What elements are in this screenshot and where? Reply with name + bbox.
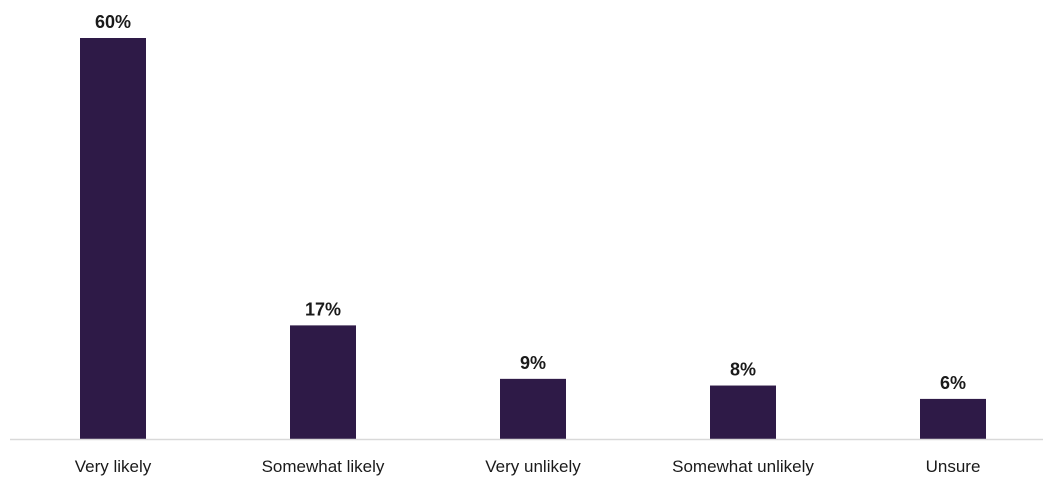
bars-layer	[80, 38, 986, 439]
category-label-2: Very unlikely	[485, 457, 581, 476]
bar-3	[710, 385, 776, 439]
category-label-3: Somewhat unlikely	[672, 457, 814, 476]
category-label-1: Somewhat likely	[262, 457, 385, 476]
category-labels-layer: Very likely Somewhat likely Very unlikely S…	[75, 457, 981, 476]
bar-2	[500, 378, 566, 439]
data-label-1: 17%	[305, 299, 341, 319]
data-label-4: 6%	[940, 373, 966, 393]
labels-layer: 60% 17% 9% 8% 6%	[95, 12, 966, 393]
category-label-4: Unsure	[926, 457, 981, 476]
data-label-3: 8%	[730, 360, 756, 380]
category-label-0: Very likely	[75, 457, 152, 476]
bar-4	[920, 398, 986, 439]
data-label-2: 9%	[520, 353, 546, 373]
bar-1	[290, 325, 356, 439]
data-label-0: 60%	[95, 12, 131, 32]
bar-0	[80, 38, 146, 439]
